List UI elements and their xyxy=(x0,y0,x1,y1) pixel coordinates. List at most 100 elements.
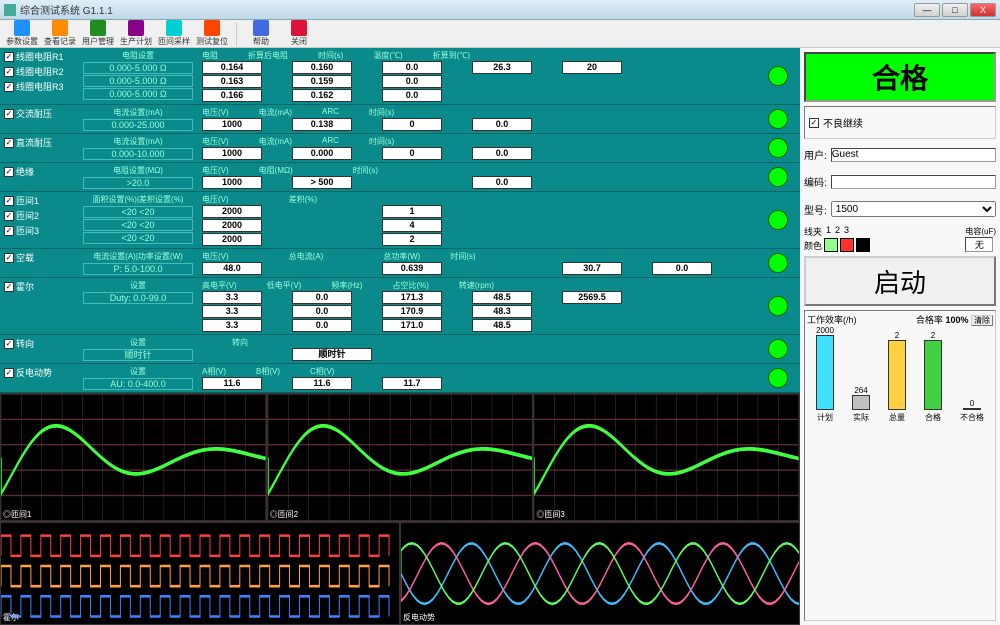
toolbar-生产计划[interactable]: 生产计划 xyxy=(118,20,154,47)
test-row: ✓反电动势设置AU: 0.0-400.0A相(V)B相(V)C相(V)11.61… xyxy=(0,364,800,393)
toolbar-帮助[interactable]: 帮助 xyxy=(243,20,279,47)
value-box: 171.3 xyxy=(382,291,442,304)
test-checkbox[interactable]: ✓ xyxy=(4,67,14,77)
test-row: ✓交流耐压电流设置(mA)0.000-25.000电压(V)电流(mA)ARC时… xyxy=(0,105,800,134)
setting-value[interactable]: <20 <20 xyxy=(83,232,193,244)
window-title: 综合测试系统 G1.1.1 xyxy=(20,2,914,17)
value-head: 时间(s) xyxy=(450,251,475,261)
value-box: 2000 xyxy=(202,233,262,246)
toolbar-测试复位[interactable]: 测试复位 xyxy=(194,20,230,47)
minimize-button[interactable]: — xyxy=(914,3,940,17)
stat-bar-不合格: 0不合格 xyxy=(960,399,984,423)
setting-value[interactable]: AU: 0.0-400.0 xyxy=(83,378,193,390)
model-select[interactable]: 1500 xyxy=(831,201,996,217)
value-box: 1000 xyxy=(202,147,262,160)
value-box: 26.3 xyxy=(472,61,532,74)
toolbar-用户管理[interactable]: 用户管理 xyxy=(80,20,116,47)
setting-value[interactable]: Duty: 0.0-99.0 xyxy=(83,292,193,304)
value-box: 11.6 xyxy=(292,377,352,390)
setting-value[interactable]: >20.0 xyxy=(83,177,193,189)
turn-chart-1: ◎匝间1 xyxy=(0,393,267,522)
test-label: 线圈电阻R3 xyxy=(16,80,64,93)
toolbar-匝间采样[interactable]: 匝间采样 xyxy=(156,20,192,47)
stat-bar-实际: 264实际 xyxy=(852,386,870,423)
setting-head: 电流设置(A)|功率设置(W) xyxy=(93,251,183,262)
control-panel: 合格 ✓ 不良继续 用户: 编码: 型号:1500 线夹123 颜色 电容(uF… xyxy=(800,48,1000,625)
test-label: 匝间3 xyxy=(16,224,39,237)
close-button[interactable]: X xyxy=(970,3,996,17)
result-indicator: 合格 xyxy=(804,52,996,102)
chart-label: 霍尔 xyxy=(3,612,19,623)
value-box: 48.5 xyxy=(472,319,532,332)
setting-value[interactable]: 0.000-10.000 xyxy=(83,148,193,160)
setting-value[interactable]: P: 5.0-100.0 xyxy=(83,263,193,275)
clear-button[interactable]: 清除 xyxy=(971,315,993,326)
setting-head: 电流设置(mA) xyxy=(113,107,162,118)
test-row: ✓转向设置顺时针转向顺时针 xyxy=(0,335,800,364)
setting-value[interactable]: 0.000-5.000 Ω xyxy=(83,88,193,100)
value-box: 48.3 xyxy=(472,305,532,318)
setting-value[interactable]: 0.000-5.000 Ω xyxy=(83,75,193,87)
wire-color xyxy=(840,238,854,252)
value-head: 时间(s) xyxy=(369,136,394,146)
stat-bar-总量: 2总量 xyxy=(888,331,906,423)
value-head: 时间(s) xyxy=(318,50,343,60)
continue-label: 不良继续 xyxy=(823,115,863,130)
turn-chart-3: ◎匝间3 xyxy=(533,393,800,522)
toolbar-参数设置[interactable]: 参数设置 xyxy=(4,20,40,47)
value-box: 20 xyxy=(562,61,622,74)
continue-checkbox[interactable]: ✓ xyxy=(809,118,819,128)
model-label: 型号: xyxy=(804,202,827,217)
value-head: 电阻 xyxy=(202,50,218,60)
value-head: 占空比(%) xyxy=(392,280,428,290)
value-head: 频率(Hz) xyxy=(331,280,362,290)
wire-color xyxy=(856,238,870,252)
start-button[interactable]: 启动 xyxy=(804,256,996,306)
value-box: > 500 xyxy=(292,176,352,189)
value-box: 0.163 xyxy=(202,75,262,88)
test-label: 匝间2 xyxy=(16,209,39,222)
test-checkbox[interactable]: ✓ xyxy=(4,282,14,292)
toolbar-关闭[interactable]: 关闭 xyxy=(281,20,317,47)
toolbar-查看记录[interactable]: 查看记录 xyxy=(42,20,78,47)
value-box: 0.0 xyxy=(292,319,352,332)
code-input[interactable] xyxy=(831,175,996,189)
value-head: 电压(V) xyxy=(202,107,229,117)
maximize-button[interactable]: □ xyxy=(942,3,968,17)
test-checkbox[interactable]: ✓ xyxy=(4,368,14,378)
value-box: 2569.5 xyxy=(562,291,622,304)
value-box: 2 xyxy=(382,233,442,246)
test-checkbox[interactable]: ✓ xyxy=(4,339,14,349)
value-box: 0.0 xyxy=(292,305,352,318)
value-box: 3.3 xyxy=(202,291,262,304)
value-head: 电流(mA) xyxy=(259,107,292,117)
setting-value[interactable]: 顺时针 xyxy=(83,349,193,361)
test-checkbox[interactable]: ✓ xyxy=(4,82,14,92)
test-checkbox[interactable]: ✓ xyxy=(4,196,14,206)
test-checkbox[interactable]: ✓ xyxy=(4,226,14,236)
test-checkbox[interactable]: ✓ xyxy=(4,253,14,263)
test-label: 线圈电阻R2 xyxy=(16,65,64,78)
test-checkbox[interactable]: ✓ xyxy=(4,52,14,62)
setting-value[interactable]: 0.000-5.000 Ω xyxy=(83,62,193,74)
value-head: ARC xyxy=(322,107,339,117)
pass-indicator xyxy=(768,296,788,316)
hall-chart: 霍尔 xyxy=(0,522,400,625)
setting-head: 电阻设置 xyxy=(122,50,154,61)
test-checkbox[interactable]: ✓ xyxy=(4,138,14,148)
stat-bar-合格: 2合格 xyxy=(924,331,942,423)
test-checkbox[interactable]: ✓ xyxy=(4,167,14,177)
test-checkbox[interactable]: ✓ xyxy=(4,211,14,221)
value-box: 3.3 xyxy=(202,319,262,332)
user-input[interactable] xyxy=(831,148,996,162)
value-box: 顺时针 xyxy=(292,348,372,361)
setting-value[interactable]: <20 <20 xyxy=(83,219,193,231)
value-head: C相(V) xyxy=(310,366,334,376)
wire-color xyxy=(824,238,838,252)
setting-value[interactable]: <20 <20 xyxy=(83,206,193,218)
setting-value[interactable]: 0.000-25.000 xyxy=(83,119,193,131)
titlebar: 综合测试系统 G1.1.1 — □ X xyxy=(0,0,1000,20)
setting-head: 设置 xyxy=(130,366,146,377)
value-head: 电流(mA) xyxy=(259,136,292,146)
test-checkbox[interactable]: ✓ xyxy=(4,109,14,119)
